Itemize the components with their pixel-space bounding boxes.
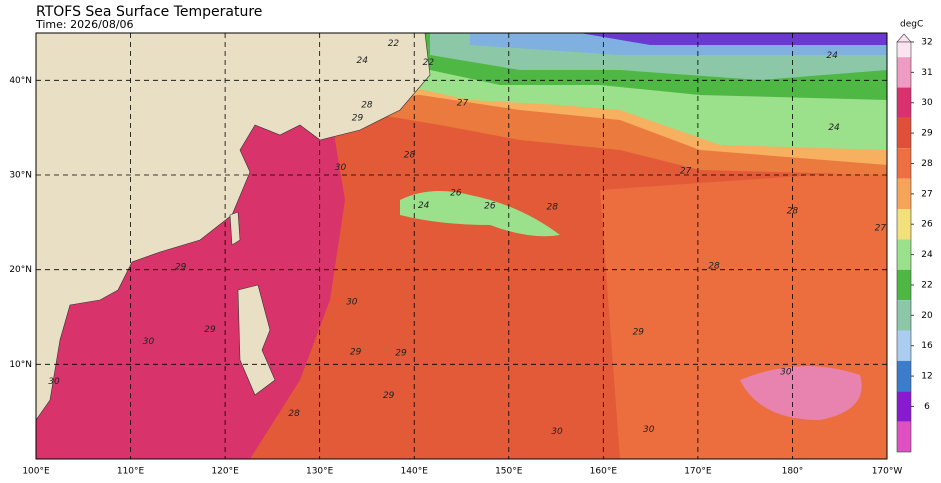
colorbar-label: degC: [900, 20, 923, 30]
colorbar-swatch: [897, 57, 911, 88]
colorbar-cap: [896, 33, 912, 43]
contour-label: 29: [350, 348, 362, 358]
colorbar-swatch: [897, 42, 911, 58]
map-frame: [35, 32, 888, 460]
contour-label: 28: [547, 203, 559, 213]
colorbar-tick-label: 29: [921, 129, 933, 139]
contour-label: 30: [335, 163, 347, 173]
x-tick-label: 120°E: [211, 467, 239, 477]
contour-label: 30: [643, 425, 655, 435]
contour-label: 26: [484, 202, 496, 212]
colorbar-tick-label: 12: [921, 372, 932, 382]
contour-label: 30: [346, 297, 358, 307]
x-tick-label: 130°E: [306, 467, 334, 477]
colorbar-swatch: [897, 209, 911, 240]
colorbar-tick-label: 27: [921, 189, 932, 199]
colorbar-swatch: [897, 360, 911, 392]
colorbar-tick-label: 6: [924, 402, 930, 412]
colorbar-swatch: [897, 391, 911, 422]
subtitle: Time: 2026/08/06: [35, 18, 134, 31]
contour-label: 30: [780, 367, 792, 377]
contour-label: 29: [633, 328, 645, 338]
contour-label: 28: [361, 100, 373, 110]
contour-label: 27: [680, 167, 692, 177]
contour-label: 22: [423, 58, 435, 68]
graticule: [36, 33, 887, 459]
y-tick-label: 30°N: [9, 171, 32, 181]
contour-label: 29: [352, 114, 364, 124]
colorbar-swatch: [897, 300, 911, 331]
contour-label: 30: [551, 427, 563, 437]
colorbar-tick-label: 31: [921, 68, 932, 78]
contour-label: 24: [826, 51, 838, 61]
colorbar-swatch: [897, 117, 911, 149]
colorbar-swatch: [897, 87, 911, 118]
colorbar-tick-label: 26: [921, 220, 933, 230]
colorbar-swatch: [897, 148, 911, 179]
colorbar-swatch: [897, 330, 911, 361]
contour-label: 30: [143, 337, 155, 347]
x-tick-label: 100°E: [22, 467, 50, 477]
colorbar-tick-label: 30: [921, 98, 933, 108]
x-tick-label: 170°E: [684, 467, 712, 477]
contour-label: 24: [356, 56, 368, 66]
colorbar-tick-label: 16: [921, 341, 933, 351]
x-tick-label: 150°E: [495, 467, 523, 477]
contour-label: 27: [457, 99, 469, 109]
contour-label: 22: [388, 39, 400, 49]
contour-label: 27: [875, 224, 887, 234]
contour-label: 28: [787, 206, 799, 216]
y-tick-label: 40°N: [9, 76, 32, 86]
x-tick-label: 110°E: [117, 467, 145, 477]
x-tick-label: 180°: [782, 467, 804, 477]
contour-label: 29: [175, 262, 187, 272]
colorbar-tick-label: 22: [921, 280, 932, 290]
x-tick-label: 140°E: [401, 467, 429, 477]
contour-label: 24: [418, 201, 430, 211]
contour-label: 28: [288, 409, 300, 419]
contour-label: 28: [708, 261, 720, 271]
colorbar-tick-label: 28: [921, 159, 933, 169]
contour-label: 28: [404, 151, 416, 161]
x-tick-label: 160°E: [590, 467, 618, 477]
x-tick-label: 170°W: [872, 467, 903, 477]
contour-label: 24: [828, 123, 840, 133]
contour-label: 29: [395, 348, 407, 358]
colorbar-swatch: [897, 269, 911, 301]
title: RTOFS Sea Surface Temperature: [36, 4, 262, 20]
colorbar-swatch: [897, 178, 911, 210]
sst-field: [36, 33, 887, 459]
colorbar-swatch: [897, 421, 911, 452]
colorbar-tick-label: 20: [921, 311, 933, 321]
contour-label: 30: [48, 377, 60, 387]
contour-label: 29: [383, 391, 395, 401]
colorbar-swatch: [897, 239, 911, 270]
colorbar-frame: [896, 41, 912, 453]
contour-label: 26: [450, 188, 462, 198]
y-tick-label: 10°N: [9, 360, 32, 370]
contour-label: 29: [204, 325, 216, 335]
colorbar-tick-label: 24: [921, 250, 933, 260]
colorbar-tick-label: 32: [921, 38, 932, 48]
y-tick-label: 20°N: [9, 265, 32, 275]
